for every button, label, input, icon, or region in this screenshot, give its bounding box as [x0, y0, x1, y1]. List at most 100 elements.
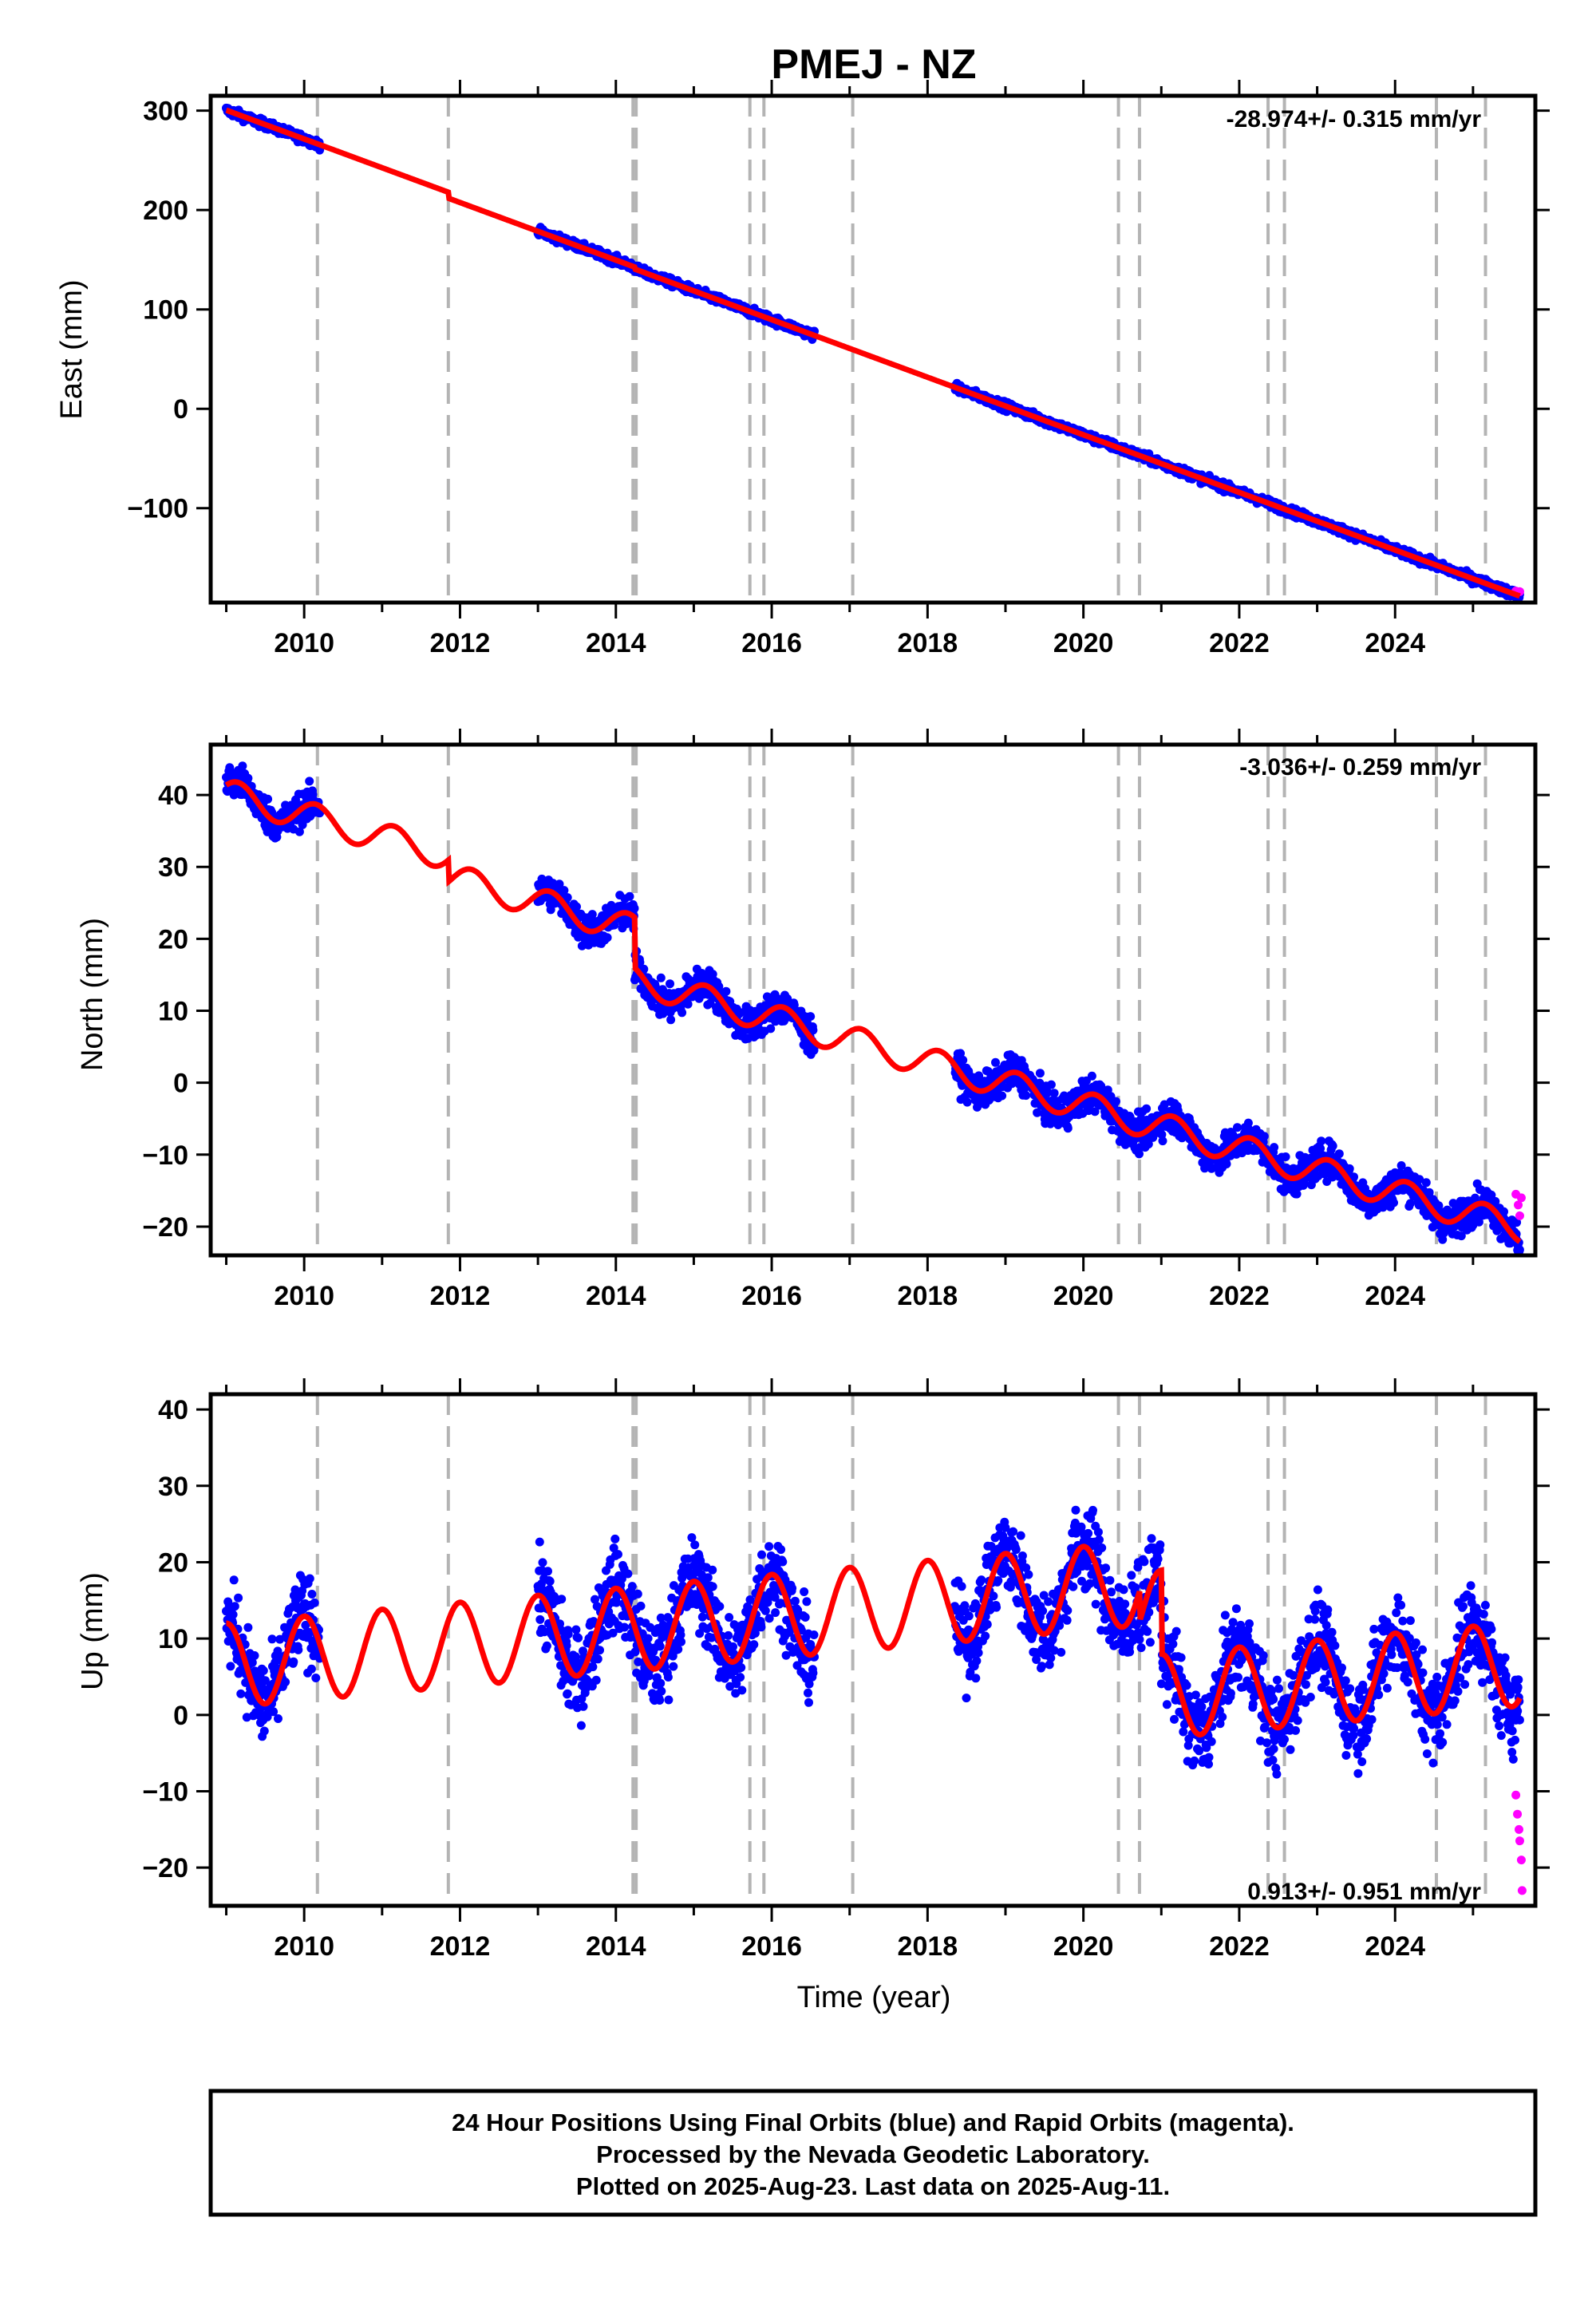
north-data-point — [555, 879, 564, 889]
north-rapid-point-2 — [1515, 1211, 1524, 1220]
east-frame — [208, 93, 1538, 605]
north-ytick-label-3: 10 — [158, 997, 188, 1027]
north-xtick-label-1: 2012 — [430, 1281, 491, 1311]
north-data-point — [1281, 1152, 1290, 1161]
up-ylabel: Up (mm) — [76, 1572, 109, 1690]
up-data-point — [591, 1675, 601, 1685]
north-ytick-label-0: 40 — [158, 781, 188, 811]
east-xtick-label-4: 2018 — [898, 628, 958, 658]
north-data-point — [238, 761, 247, 771]
north-ytick-label-6: −20 — [142, 1212, 188, 1243]
up-data-point — [627, 1582, 637, 1591]
north-xtick-label-5: 2020 — [1053, 1281, 1114, 1311]
up-data-point — [620, 1622, 630, 1632]
north-ylabel: North (mm) — [76, 918, 109, 1071]
north-data-point — [1087, 1071, 1096, 1081]
up-data-point — [614, 1550, 622, 1559]
north-ytick-label-5: −10 — [142, 1140, 188, 1171]
north-xtick-label-7: 2024 — [1365, 1281, 1425, 1311]
north-xtick-label-0: 2010 — [274, 1281, 334, 1311]
north-data-point — [998, 1091, 1007, 1101]
up-data-point — [563, 1689, 572, 1698]
figure-title: PMEJ - NZ — [771, 41, 976, 88]
north-data-point — [683, 999, 693, 1009]
up-data-point — [576, 1721, 586, 1730]
up-data-point — [545, 1576, 555, 1586]
north-ytick-label-1: 30 — [158, 852, 188, 883]
up-points — [222, 1505, 1527, 1895]
up-data-point — [267, 1634, 277, 1644]
north-data-point — [1046, 1080, 1056, 1089]
north-data-point — [1222, 1160, 1231, 1168]
north-data-point — [625, 891, 634, 901]
east-xtick-label-1: 2012 — [430, 628, 491, 658]
up-data-point — [259, 1666, 268, 1675]
north-data-point — [1421, 1178, 1431, 1188]
up-data-point — [571, 1625, 581, 1634]
east-ytick-label-1: 200 — [143, 196, 188, 226]
north-data-point — [958, 1055, 968, 1065]
north-data-point — [1317, 1136, 1326, 1146]
up-data-point — [306, 1664, 316, 1674]
east-ytick-label-0: 300 — [143, 97, 188, 127]
north-data-point — [721, 986, 731, 996]
north-data-point — [225, 763, 235, 773]
north-data-point — [263, 794, 273, 804]
north-data-point — [1345, 1164, 1354, 1173]
up-data-point — [579, 1701, 588, 1711]
up-data-point — [307, 1590, 317, 1599]
north-data-point — [546, 905, 555, 915]
north-data-point — [666, 979, 674, 989]
up-data-point — [274, 1714, 282, 1723]
east-xtick-label-7: 2024 — [1365, 628, 1425, 658]
north-data-point — [1142, 1104, 1152, 1113]
up-data-point — [289, 1657, 298, 1666]
north-points — [222, 761, 1526, 1255]
up-data-point — [294, 1645, 303, 1654]
up-data-point — [593, 1654, 602, 1664]
up-data-point — [259, 1726, 269, 1736]
up-data-point — [538, 1558, 547, 1567]
north-data-point — [1158, 1136, 1167, 1146]
north-data-point — [806, 1012, 816, 1022]
up-data-point — [234, 1593, 243, 1603]
north-data-point — [559, 886, 569, 895]
east-ytick-label-4: −100 — [127, 494, 188, 524]
north-xtick-label-2: 2014 — [586, 1281, 646, 1311]
up-data-point — [236, 1689, 246, 1698]
north-ytick-label-4: 0 — [173, 1069, 188, 1099]
east-model-line — [225, 107, 1521, 599]
up-data-point — [229, 1575, 239, 1585]
north-data-point — [1049, 1089, 1059, 1098]
up-data-point — [588, 1662, 598, 1672]
up-data-point — [250, 1651, 259, 1660]
up-data-point — [228, 1610, 238, 1619]
north-xtick-label-4: 2018 — [898, 1281, 958, 1311]
north-data-point — [1112, 1097, 1120, 1106]
north-ytick-label-2: 20 — [158, 924, 188, 954]
up-data-point — [226, 1662, 235, 1671]
east-rate-label: -28.974+/- 0.315 mm/yr — [1227, 106, 1482, 132]
north-data-point — [1021, 1091, 1031, 1101]
north-data-point — [602, 933, 612, 943]
north-data-point — [1328, 1141, 1337, 1151]
north-data-point — [1270, 1143, 1279, 1152]
north-data-point — [1063, 1124, 1073, 1133]
north-data-point — [1233, 1123, 1242, 1132]
east-ylabel: East (mm) — [55, 279, 89, 419]
up-data-point — [623, 1569, 633, 1579]
north-data-point — [678, 1008, 687, 1018]
north-xtick-label-3: 2016 — [741, 1281, 802, 1311]
east-xtick-label-5: 2020 — [1053, 628, 1114, 658]
up-data-point — [610, 1534, 620, 1543]
up-data-point — [281, 1678, 290, 1687]
up-data-point — [563, 1630, 573, 1639]
north-data-point — [1515, 1245, 1524, 1255]
up-data-point — [311, 1674, 321, 1682]
east-xtick-label-2: 2014 — [586, 628, 646, 658]
north-data-point — [962, 1097, 972, 1107]
